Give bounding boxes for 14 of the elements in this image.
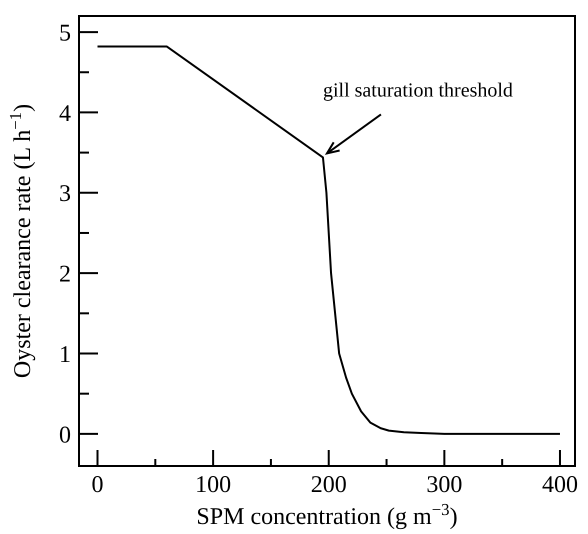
line-series	[96, 46, 561, 435]
x-tick-label: 300	[426, 472, 462, 498]
x-tick-label: 100	[195, 472, 232, 498]
x-tick-label: 200	[310, 472, 347, 498]
y-tick-label: 2	[59, 262, 71, 288]
y-tick-label: 0	[59, 422, 71, 448]
y-tick-label: 4	[59, 100, 71, 127]
x-axis-title: SPM concentration (g m$^{−3}$)	[196, 500, 458, 530]
x-tick-label: 0	[92, 472, 104, 498]
x-tick-label: 400	[542, 472, 578, 498]
y-tick-label: 3	[59, 181, 71, 208]
annotation: gill saturation threshold	[322, 79, 513, 102]
y-tick-label: 5	[59, 20, 71, 46]
y-tick-label: 1	[59, 342, 71, 368]
